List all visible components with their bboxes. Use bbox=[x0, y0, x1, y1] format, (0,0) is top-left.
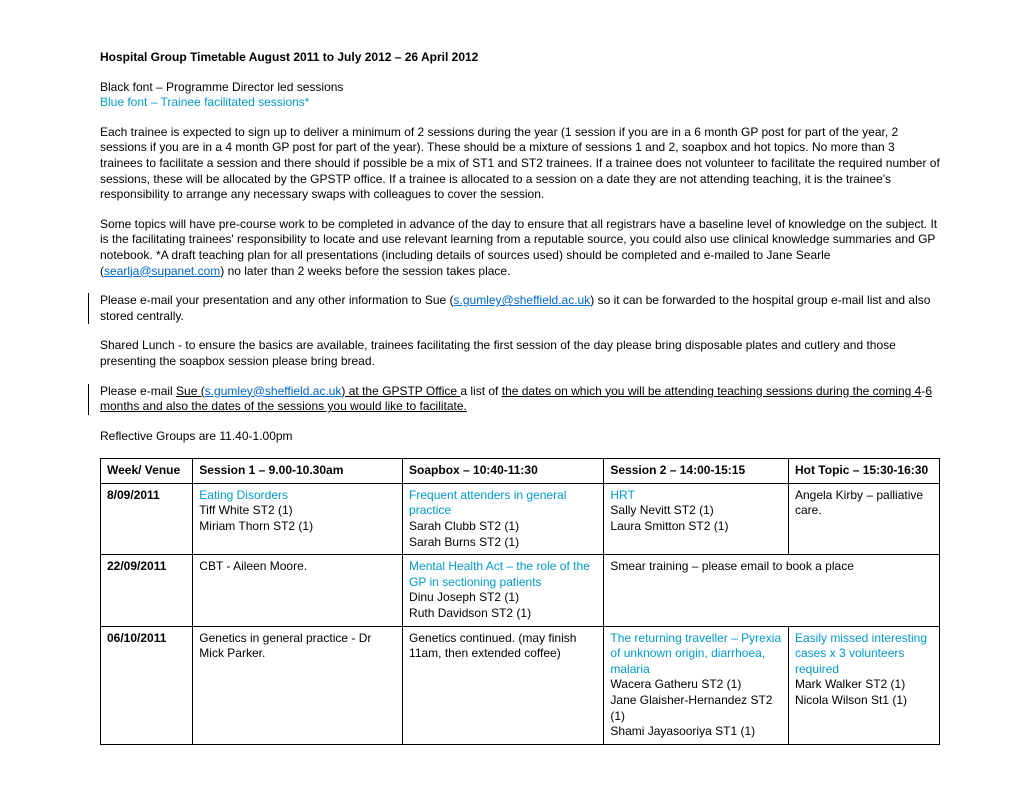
session-topic: Eating Disorders bbox=[199, 488, 288, 502]
para5-text-b: ) at the GPSTP Office bbox=[341, 384, 460, 398]
cell-date: 8/09/2011 bbox=[101, 483, 193, 554]
intro-para-6: Reflective Groups are 11.40-1.00pm bbox=[100, 429, 940, 445]
session-detail: CBT - Aileen Moore. bbox=[199, 559, 307, 573]
session-detail: Tiff White ST2 (1)Miriam Thorn ST2 (1) bbox=[199, 503, 313, 533]
table-row: 22/09/2011 CBT - Aileen Moore. Mental Heal… bbox=[101, 555, 940, 626]
para5-text-d: the dates on which you will be attending… bbox=[502, 384, 922, 398]
session-detail: Sarah Clubb ST2 (1)Sarah Burns ST2 (1) bbox=[409, 519, 519, 549]
session-detail: Genetics continued. (may finish 11am, th… bbox=[409, 631, 576, 661]
col-session2: Session 2 – 14:00-15:15 bbox=[604, 459, 789, 484]
table-header-row: Week/ Venue Session 1 – 9.00-10.30am Soa… bbox=[101, 459, 940, 484]
sue-email-link-2[interactable]: s.gumley@sheffield.ac.uk bbox=[205, 384, 342, 398]
session-topic: HRT bbox=[610, 488, 634, 502]
session-detail: Genetics in general practice - Dr Mick P… bbox=[199, 631, 371, 661]
cell-date: 06/10/2011 bbox=[101, 626, 193, 744]
cell-soapbox: Mental Health Act – the role of the GP i… bbox=[403, 555, 604, 626]
session-topic: Frequent attenders in general practice bbox=[409, 488, 566, 518]
cell-session1: Eating DisordersTiff White ST2 (1)Miriam… bbox=[193, 483, 403, 554]
col-week: Week/ Venue bbox=[101, 459, 193, 484]
session-detail: Mark Walker ST2 (1)Nicola Wilson St1 (1) bbox=[795, 677, 907, 707]
sue-email-link-1[interactable]: s.gumley@sheffield.ac.uk bbox=[454, 293, 591, 307]
para2-text-b: ) no later than 2 weeks before the sessi… bbox=[220, 264, 510, 278]
intro-para-5: Please e-mail Sue (s.gumley@sheffield.ac… bbox=[88, 384, 940, 415]
legend-black: Black font – Programme Director led sess… bbox=[100, 80, 343, 94]
cell-session1: CBT - Aileen Moore. bbox=[193, 555, 403, 626]
intro-para-1: Each trainee is expected to sign up to d… bbox=[100, 125, 940, 203]
legend-blue: Blue font – Trainee facilitated sessions… bbox=[100, 95, 309, 109]
para5-text-c: a list of bbox=[460, 384, 501, 398]
col-session1: Session 1 – 9.00-10.30am bbox=[193, 459, 403, 484]
cell-hottopic: Easily missed interesting cases x 3 volu… bbox=[788, 626, 939, 744]
session-detail: Wacera Gatheru ST2 (1)Jane Glaisher-Hern… bbox=[610, 677, 772, 738]
session-topic: Mental Health Act – the role of the GP i… bbox=[409, 559, 590, 589]
session-topic: The returning traveller – Pyrexia of unk… bbox=[610, 631, 781, 676]
session-detail: Smear training – please email to book a … bbox=[610, 559, 853, 573]
para3-text-a: Please e-mail your presentation and any … bbox=[100, 293, 454, 307]
session-detail: Sally Nevitt ST2 (1)Laura Smitton ST2 (1… bbox=[610, 503, 728, 533]
session-topic: Easily missed interesting cases x 3 volu… bbox=[795, 631, 927, 676]
col-soapbox: Soapbox – 10:40-11:30 bbox=[403, 459, 604, 484]
page-title: Hospital Group Timetable August 2011 to … bbox=[100, 50, 940, 66]
cell-soapbox: Genetics continued. (may finish 11am, th… bbox=[403, 626, 604, 744]
intro-para-2: Some topics will have pre-course work to… bbox=[100, 217, 940, 279]
cell-date: 22/09/2011 bbox=[101, 555, 193, 626]
col-hottopic: Hot Topic – 15:30-16:30 bbox=[788, 459, 939, 484]
para5-sue: Sue ( bbox=[176, 384, 205, 398]
cell-session2: The returning traveller – Pyrexia of unk… bbox=[604, 626, 789, 744]
legend: Black font – Programme Director led sess… bbox=[100, 80, 940, 111]
jane-email-link[interactable]: searlja@supanet.com bbox=[104, 264, 220, 278]
intro-para-4: Shared Lunch - to ensure the basics are … bbox=[100, 338, 940, 369]
session-detail: Dinu Joseph ST2 (1)Ruth Davidson ST2 (1) bbox=[409, 590, 531, 620]
cell-session2: HRTSally Nevitt ST2 (1)Laura Smitton ST2… bbox=[604, 483, 789, 554]
cell-hottopic: Angela Kirby – palliative care. bbox=[788, 483, 939, 554]
intro-para-3: Please e-mail your presentation and any … bbox=[88, 293, 940, 324]
cell-session2: Smear training – please email to book a … bbox=[604, 555, 940, 626]
table-row: 8/09/2011Eating DisordersTiff White ST2 … bbox=[101, 483, 940, 554]
table-row: 06/10/2011Genetics in general practice -… bbox=[101, 626, 940, 744]
timetable: Week/ Venue Session 1 – 9.00-10.30am Soa… bbox=[100, 458, 940, 745]
cell-session1: Genetics in general practice - Dr Mick P… bbox=[193, 626, 403, 744]
session-detail: Angela Kirby – palliative care. bbox=[795, 488, 923, 518]
cell-soapbox: Frequent attenders in general practiceSa… bbox=[403, 483, 604, 554]
para5-text-a: Please e-mail bbox=[100, 384, 176, 398]
